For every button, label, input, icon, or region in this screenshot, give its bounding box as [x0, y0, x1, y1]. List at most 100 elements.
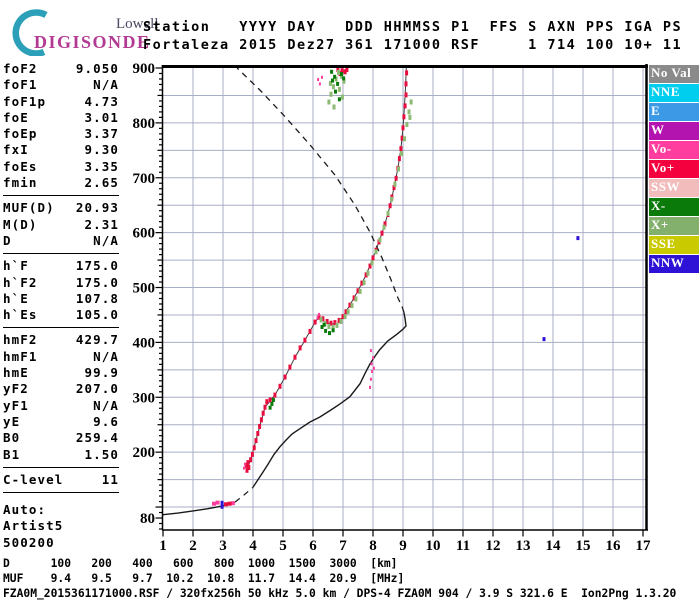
- param-row-md: M(D) 2.31: [3, 217, 119, 233]
- param-label: h`E: [3, 290, 29, 306]
- param-row-fof1p: foF1p 4.73: [3, 94, 119, 110]
- param-row-foep: foEp 3.37: [3, 126, 119, 142]
- axes-ticks: [155, 67, 644, 537]
- legend-item-nne: NNE: [649, 84, 699, 102]
- param-value: 9.30: [84, 142, 119, 158]
- section-divider: [3, 492, 119, 494]
- x-tick-label: 6: [309, 538, 317, 554]
- param-row-fmin: fmin 2.65: [3, 175, 119, 191]
- param-row-b0: B0 259.4: [3, 430, 119, 446]
- param-row-hf: h`F 175.0: [3, 258, 119, 274]
- legend-item-x-: X-: [649, 198, 699, 216]
- legend-item-e: E: [649, 103, 699, 121]
- param-value: 9.050: [75, 61, 119, 76]
- profile-valley: [234, 486, 254, 503]
- param-row-hme: hmE 99.9: [3, 365, 119, 381]
- x-tick-label: 7: [339, 538, 347, 554]
- param-row-hmf2: hmF2 429.7: [3, 332, 119, 348]
- param-label: B0: [3, 430, 21, 446]
- param-row-yf2: yF2 207.0: [3, 381, 119, 397]
- param-row-hes: h`Es 105.0: [3, 307, 119, 323]
- isolated-navy-echoes: [542, 236, 580, 342]
- param-value: 1.50: [84, 446, 119, 462]
- scaled-parameters-panel: foF2 9.050 foF1 N/A foF1p 4.73 foE 3.01 foEp 3.37…: [3, 61, 119, 551]
- param-label: h`Es: [3, 307, 38, 323]
- section-divider: [3, 253, 119, 255]
- param-value: 9.6: [93, 413, 119, 429]
- param-label: foEs: [3, 158, 38, 174]
- param-value: 3.01: [84, 109, 119, 125]
- echo-classification-legend: No Val NNE E W Vo- Vo+ SSW X- X+ SSE NNW: [649, 65, 699, 274]
- legend-item-sse: SSE: [649, 236, 699, 254]
- x-tick-label: 17: [636, 538, 652, 554]
- status-line: FZA0M_2015361171000.RSF / 320fx256h 50 k…: [3, 587, 677, 600]
- param-row-foes: foEs 3.35: [3, 159, 119, 175]
- digisonde-arc-icon: [12, 9, 48, 56]
- param-value: 259.4: [75, 430, 119, 446]
- param-label: h`F: [3, 258, 29, 274]
- param-label: foF1p: [3, 93, 47, 109]
- param-label: fxI: [3, 142, 29, 158]
- param-value: N/A: [93, 348, 119, 364]
- param-value: 107.8: [75, 290, 119, 306]
- x-tick-label: 4: [249, 538, 257, 554]
- param-value: N/A: [93, 77, 119, 93]
- param-row-fxi: fxI 9.30: [3, 142, 119, 158]
- param-value: 2.65: [84, 175, 119, 191]
- muf-row: MUF 9.4 9.5 9.7 10.2 10.8 11.7 14.4 20.9…: [3, 572, 405, 585]
- param-value: 4.73: [84, 93, 119, 109]
- autoscaling-info-line: Auto:: [3, 502, 47, 518]
- y-tick-label: 80: [140, 511, 155, 527]
- param-label: MUF(D): [3, 200, 55, 216]
- param-value: N/A: [93, 397, 119, 413]
- param-label: M(D): [3, 216, 38, 232]
- param-label: yE: [3, 413, 21, 429]
- section-divider: [3, 195, 119, 197]
- section-divider: [3, 327, 119, 329]
- logo-lowell-text: Lowell: [116, 16, 159, 32]
- param-value: 3.35: [84, 158, 119, 174]
- x-tick-label: 14: [546, 538, 562, 554]
- true-height-profile-f: [252, 312, 407, 488]
- param-value: 11: [101, 471, 119, 487]
- es-trace-red: [224, 501, 232, 507]
- y-tick-label: 300: [133, 390, 156, 406]
- param-label: yF1: [3, 397, 29, 413]
- x-tick-label: 16: [606, 538, 622, 554]
- oblique-echoes-pink: [243, 75, 375, 470]
- param-row-ye: yE 9.6: [3, 414, 119, 430]
- param-row-yf1: yF1 N/A: [3, 398, 119, 414]
- param-row-he: h`E 107.8: [3, 291, 119, 307]
- param-value: 175.0: [75, 258, 119, 274]
- param-label: C-level: [3, 471, 64, 487]
- param-value: 3.37: [84, 126, 119, 142]
- param-label: h`F2: [3, 274, 38, 290]
- param-label: foEp: [3, 126, 38, 142]
- param-row-clevel: C-level 11: [3, 472, 119, 488]
- profile-and-trace-lines: [162, 67, 407, 516]
- topside-profile: [236, 67, 405, 313]
- param-label: D: [3, 232, 12, 248]
- param-value: 2.31: [84, 216, 119, 232]
- param-row-foe: foE 3.01: [3, 110, 119, 126]
- x-tick-label: 5: [279, 538, 287, 554]
- param-label: fmin: [3, 175, 38, 191]
- o-trace-echoes: [244, 67, 409, 473]
- x-tick-label: 12: [486, 538, 501, 554]
- legend-item-ssw: SSW: [649, 179, 699, 197]
- param-label: hmF1: [3, 348, 38, 364]
- x-tick-label: 10: [426, 538, 441, 554]
- legend-item-nnw: NNW: [649, 255, 699, 273]
- x-tick-label: 3: [219, 538, 227, 554]
- param-label: hmF2: [3, 332, 38, 348]
- legend-item-x+: X+: [649, 217, 699, 235]
- param-row-d: D N/A: [3, 233, 119, 249]
- autoscaling-info-line: 500200: [3, 534, 55, 550]
- echo-points: [212, 67, 580, 509]
- y-tick-label: 800: [133, 116, 156, 132]
- param-value: 207.0: [75, 381, 119, 397]
- param-label: B1: [3, 446, 21, 462]
